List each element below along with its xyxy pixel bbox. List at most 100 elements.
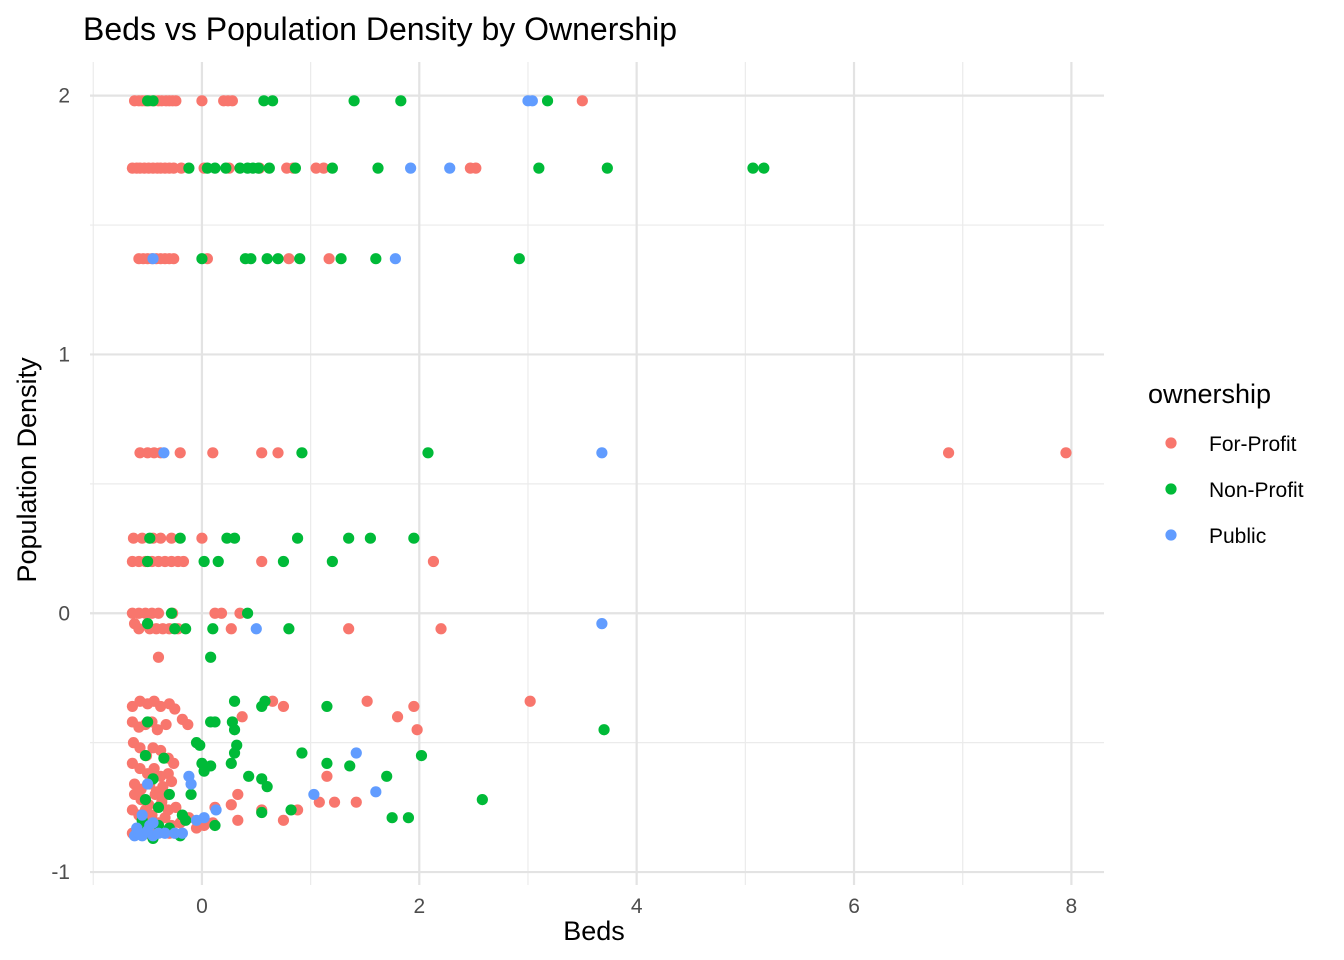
data-point: [190, 822, 203, 834]
data-point: [411, 724, 423, 736]
data-point: [225, 623, 237, 635]
data-point: [266, 95, 279, 107]
data-point: [165, 607, 178, 619]
data-point: [323, 253, 335, 265]
data-point: [127, 532, 140, 544]
data-point: [541, 95, 554, 107]
data-point: [285, 804, 297, 816]
data-point: [144, 532, 156, 544]
legend-item: Public: [1165, 525, 1266, 548]
data-point: [296, 447, 308, 459]
data-point: [196, 253, 208, 265]
data-point: [142, 555, 154, 568]
data-point: [476, 793, 488, 806]
data-point: [344, 760, 356, 772]
data-point: [212, 555, 224, 568]
x-tick-label: 8: [1066, 895, 1078, 918]
data-point: [232, 814, 244, 826]
chart-title: Beds vs Population Density by Ownership: [83, 11, 677, 47]
data-point: [134, 742, 146, 754]
data-point: [405, 162, 417, 174]
legend-key: [1165, 529, 1177, 541]
data-point: [236, 711, 248, 723]
data-point: [318, 162, 330, 174]
data-point: [598, 724, 610, 736]
data-point: [942, 447, 955, 459]
data-point: [174, 532, 186, 544]
data-point: [533, 162, 545, 174]
data-point: [215, 607, 228, 619]
series-non-profit: [131, 95, 770, 845]
data-point: [576, 95, 588, 107]
data-point: [256, 806, 268, 819]
data-point: [256, 447, 268, 459]
legend-item: For-Profit: [1165, 433, 1297, 456]
data-point: [308, 788, 320, 801]
data-point: [296, 747, 308, 759]
data-point: [758, 162, 770, 174]
data-point: [256, 700, 268, 713]
data-point: [169, 703, 181, 715]
x-axis-title: Beds: [563, 916, 625, 946]
data-point: [277, 555, 290, 568]
data-point: [283, 623, 295, 635]
data-point: [596, 447, 608, 459]
data-point: [158, 447, 170, 459]
data-point: [422, 447, 434, 459]
data-point: [335, 253, 347, 265]
data-point: [350, 796, 362, 808]
data-point: [133, 623, 145, 635]
data-point: [185, 788, 197, 801]
y-tick-label: -1: [51, 861, 70, 884]
data-point: [256, 773, 268, 785]
x-tick-label: 2: [413, 895, 425, 918]
legend-label: Non-Profit: [1209, 479, 1304, 502]
data-point: [435, 623, 447, 635]
legend-key: [1165, 437, 1177, 449]
data-point: [350, 747, 362, 759]
data-point: [152, 651, 165, 663]
x-tick-label: 0: [196, 895, 208, 918]
data-point: [144, 819, 156, 832]
data-point: [209, 819, 221, 832]
data-point: [228, 747, 241, 759]
data-point: [196, 532, 208, 544]
data-point: [147, 95, 159, 107]
data-point: [209, 162, 221, 174]
data-point: [228, 695, 241, 707]
data-point: [209, 716, 221, 728]
y-tick-label: 1: [58, 343, 70, 366]
y-tick-label: 0: [58, 602, 70, 625]
data-point: [159, 812, 171, 824]
data-point: [402, 812, 415, 824]
legend-title: ownership: [1148, 379, 1271, 409]
data-point: [261, 253, 273, 265]
data-point: [343, 623, 355, 635]
data-point: [165, 775, 178, 788]
data-point: [151, 724, 163, 736]
data-point: [408, 700, 420, 713]
data-point: [370, 786, 382, 798]
data-point: [207, 447, 219, 459]
data-point: [291, 532, 304, 544]
data-point: [389, 253, 401, 265]
data-point: [183, 162, 195, 174]
data-point: [364, 532, 376, 544]
x-tick-label: 6: [848, 895, 860, 918]
grid-lines: [90, 62, 1104, 885]
data-point: [321, 770, 333, 782]
data-point: [168, 757, 180, 769]
data-point: [169, 623, 181, 635]
data-point: [313, 796, 325, 808]
data-point: [245, 253, 257, 265]
data-point: [241, 607, 254, 619]
data-point: [294, 253, 306, 265]
data-point: [226, 95, 238, 107]
data-point: [142, 716, 154, 728]
data-point: [232, 788, 244, 801]
data-point: [272, 253, 284, 265]
data-point: [526, 95, 538, 107]
data-point: [277, 700, 290, 713]
data-point: [148, 762, 160, 775]
data-point: [180, 623, 192, 635]
